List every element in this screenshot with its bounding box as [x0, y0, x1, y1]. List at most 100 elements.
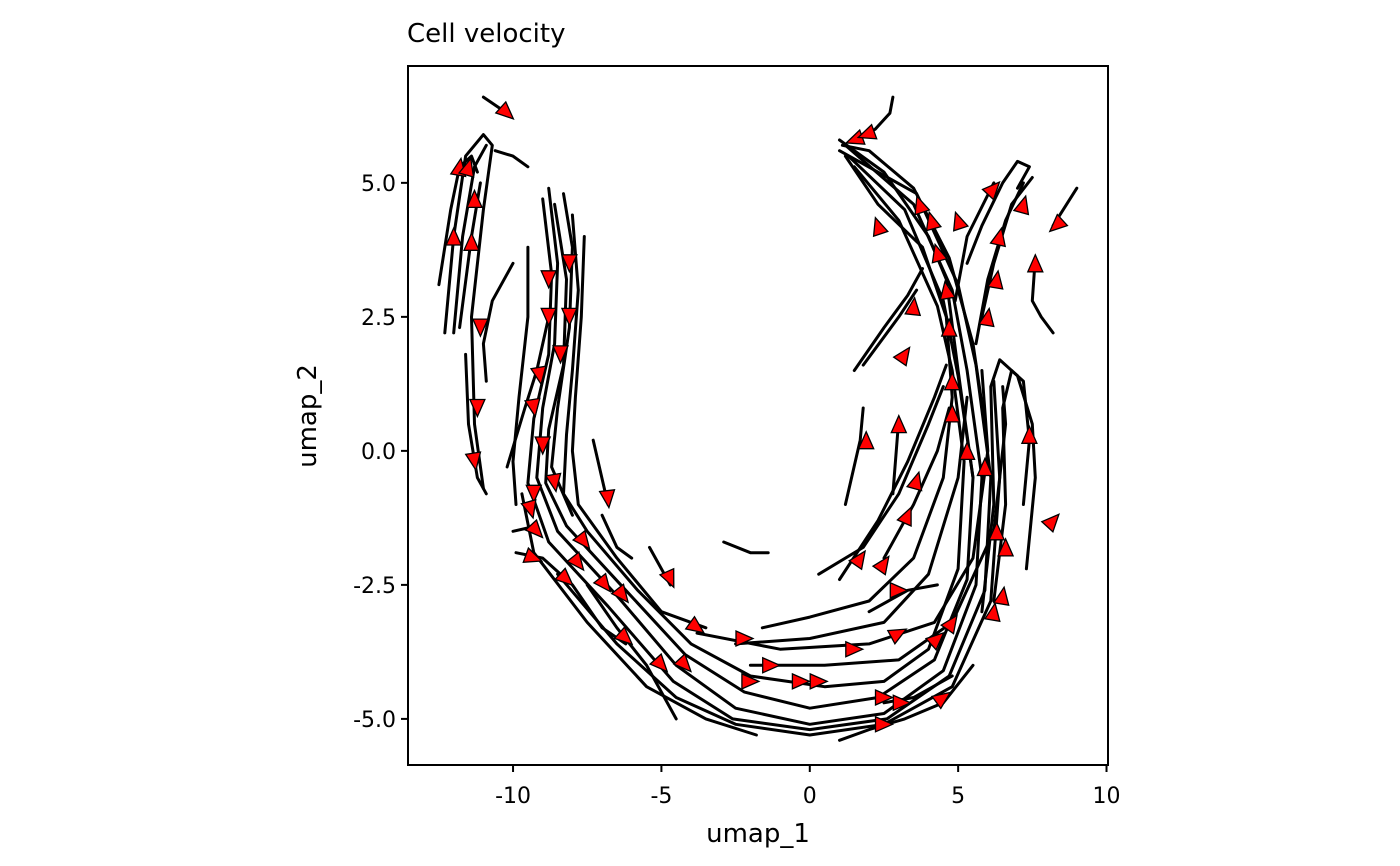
- streamline: [953, 181, 996, 303]
- velocity-arrow: [613, 626, 634, 646]
- streamline: [452, 143, 488, 335]
- velocity-arrow: [976, 456, 994, 477]
- streamline: [760, 154, 954, 630]
- x-tick-label: 5: [951, 784, 965, 809]
- velocity-arrow: [741, 672, 761, 690]
- streamline: [570, 235, 708, 630]
- velocity-arrow: [658, 567, 675, 589]
- x-tick-label: 10: [1093, 784, 1121, 809]
- streamline: [965, 159, 1031, 265]
- velocity-arrow: [940, 317, 958, 337]
- velocity-arrow: [529, 365, 547, 386]
- velocity-arrow: [848, 549, 867, 571]
- velocity-arrow: [566, 550, 585, 572]
- streamline: [861, 288, 919, 367]
- streamline: [695, 369, 990, 651]
- velocity-arrow: [1026, 253, 1044, 273]
- velocity-arrow: [540, 270, 558, 290]
- velocity-arrow: [925, 210, 943, 232]
- velocity-arrow: [856, 123, 878, 140]
- y-axis-label: umap_2: [293, 364, 323, 468]
- velocity-arrow: [540, 307, 558, 328]
- velocity-arrow: [1020, 424, 1038, 444]
- velocity-arrow: [534, 436, 552, 456]
- velocity-arrow: [762, 656, 782, 674]
- streamline: [544, 154, 975, 710]
- velocity-arrow: [871, 555, 890, 576]
- x-axis-label: umap_1: [706, 819, 810, 849]
- y-tick-label: 5.0: [361, 172, 396, 197]
- streamline: [600, 513, 634, 560]
- velocity-arrow: [592, 572, 612, 593]
- velocity-arrow: [981, 180, 1001, 201]
- streamline: [838, 138, 975, 480]
- plot-border: [407, 65, 1109, 766]
- streamline: [817, 385, 945, 576]
- velocity-arrow: [983, 601, 1001, 623]
- velocity-arrow: [892, 346, 911, 367]
- streamline: [585, 583, 678, 721]
- velocity-arrow: [886, 628, 908, 645]
- velocity-arrow: [943, 403, 961, 423]
- arrowheads: [445, 100, 1069, 733]
- y-tick-label: 2.5: [361, 306, 396, 331]
- streamline: [722, 540, 770, 555]
- velocity-arrow: [857, 430, 875, 450]
- velocity-arrow: [892, 694, 912, 712]
- velocity-arrow: [977, 306, 995, 328]
- streamline: [520, 492, 758, 737]
- velocity-arrow: [914, 194, 931, 216]
- velocity-arrow: [463, 231, 480, 251]
- velocity-arrow: [672, 652, 692, 673]
- velocity-arrow: [571, 529, 591, 550]
- velocity-arrow: [553, 567, 574, 587]
- velocity-arrow: [598, 489, 616, 510]
- velocity-arrow: [889, 581, 909, 599]
- velocity-arrow: [890, 413, 908, 434]
- velocity-arrow: [524, 518, 544, 539]
- velocity-arrow: [939, 280, 957, 301]
- streamline: [852, 267, 924, 372]
- velocity-arrow: [468, 398, 486, 419]
- streamline: [882, 406, 951, 560]
- velocity-arrow: [845, 640, 865, 658]
- streamline: [535, 143, 984, 726]
- velocity-arrow: [552, 345, 569, 365]
- streamline: [464, 352, 488, 496]
- velocity-arrow: [930, 691, 952, 710]
- velocity-arrow: [872, 216, 889, 238]
- chart-title: Cell velocity: [407, 19, 565, 49]
- velocity-arrow: [1048, 213, 1069, 233]
- y-tick-label: -5.0: [353, 708, 396, 733]
- velocity-arrow: [520, 498, 537, 520]
- velocity-arrow: [952, 210, 970, 232]
- velocity-arrow: [958, 440, 976, 461]
- velocity-arrow: [992, 585, 1010, 607]
- velocity-arrow: [931, 242, 949, 264]
- velocity-arrow: [471, 318, 489, 338]
- velocity-arrow: [791, 672, 812, 690]
- streamline: [511, 245, 530, 506]
- velocity-arrow: [1040, 513, 1060, 534]
- velocity-arrow: [874, 689, 895, 706]
- y-tick-label: -2.5: [353, 574, 396, 599]
- y-axis: -5.0 -2.5 0.0 2.5 5.0: [353, 172, 408, 733]
- velocity-arrow: [943, 371, 961, 391]
- velocity-arrow: [523, 397, 541, 418]
- x-tick-label: -10: [495, 784, 531, 809]
- velocity-arrow: [1012, 194, 1030, 216]
- streamlines: [437, 95, 1079, 742]
- streamline: [505, 315, 551, 469]
- velocity-arrow: [648, 652, 669, 673]
- x-tick-label: 0: [803, 784, 817, 809]
- streamline: [1030, 256, 1055, 335]
- velocity-arrow: [610, 583, 630, 604]
- streamline: [980, 358, 1037, 614]
- velocity-arrow: [874, 715, 895, 733]
- x-tick-label: -5: [650, 784, 672, 809]
- velocity-arrow: [464, 451, 482, 472]
- streamline: [493, 149, 530, 169]
- streamline: [734, 395, 969, 646]
- velocity-arrow: [924, 631, 945, 651]
- velocity-arrow: [986, 269, 1004, 290]
